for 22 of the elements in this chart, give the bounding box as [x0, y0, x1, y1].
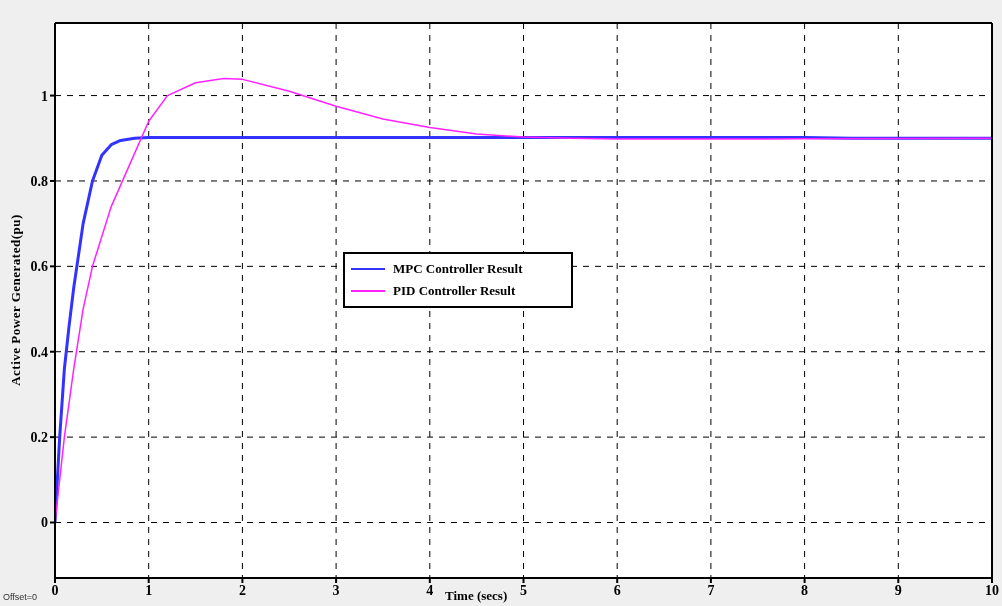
x-tick-label: 0	[51, 582, 59, 598]
x-tick-label: 10	[985, 582, 999, 598]
y-tick-label: 0	[41, 515, 48, 531]
x-tick-label: 6	[613, 582, 621, 598]
legend-label: MPC Controller Result	[393, 261, 523, 277]
x-tick-label: 2	[238, 582, 246, 598]
y-tick-label: 1	[41, 88, 48, 104]
x-tick-label: 4	[426, 582, 434, 598]
x-tick-label: 7	[707, 582, 715, 598]
x-tick-label: 3	[332, 582, 340, 598]
x-tick-label: 5	[520, 582, 527, 598]
x-axis-title: Time (secs)	[445, 588, 508, 604]
y-axis-title: Active Power Generated(pu)	[8, 214, 24, 386]
y-tick-label: 0.2	[30, 430, 48, 446]
text: Offset=0	[3, 592, 38, 602]
y-tick-label: 0.4	[30, 344, 48, 360]
y-tick-label: 0.8	[30, 173, 48, 189]
legend-label: PID Controller Result	[393, 283, 516, 299]
y-tick-label: 0.6	[30, 259, 48, 275]
x-tick-label: 1	[145, 582, 153, 598]
x-tick-label: 9	[894, 582, 902, 598]
x-tick-label: 8	[801, 582, 809, 598]
